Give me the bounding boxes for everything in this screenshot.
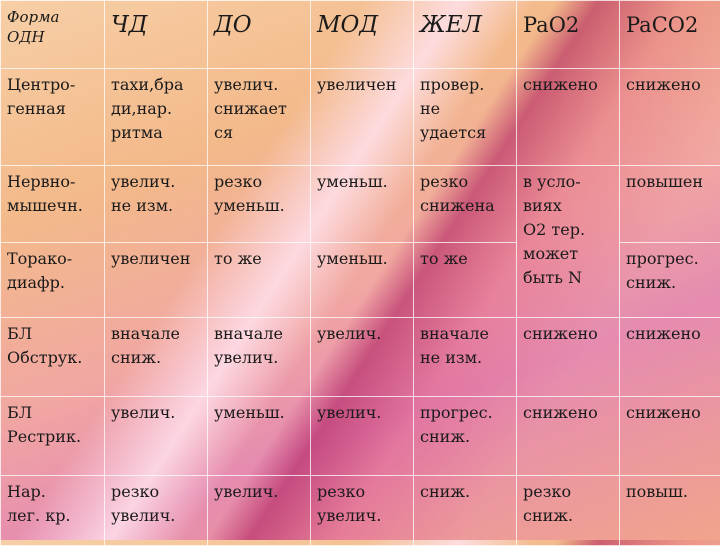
table-cell: резко уменьш. [208,166,311,243]
table-cell: увеличен [311,69,414,166]
table-cell: повышен [620,166,720,243]
table-cell: увелич. не изм. [105,166,208,243]
table-cell: увелич. [208,476,311,546]
table-cell: тахи,бра ди,нар. ритма [105,69,208,166]
header-paco2: PaCO2 [620,1,720,69]
table-cell: резко увелич. [105,476,208,546]
header-do: ДО [208,1,311,69]
table-cell: то же [414,243,517,318]
table-cell: то же [208,243,311,318]
table-cell: вначале сниж. [105,318,208,397]
table-cell: уменьш. [311,243,414,318]
row-label-cell: Центро- генная [1,69,105,166]
table-row: Центро- генная тахи,бра ди,нар. ритма ув… [1,69,720,166]
table-cell: увеличен [105,243,208,318]
header-odn-form: Форма ОДН [1,1,105,69]
table-cell: резко сниж. [517,476,620,546]
row-label-cell: Нервно- мышечн. [1,166,105,243]
table-cell: вначале увелич. [208,318,311,397]
table-cell: прогрес. сниж. [620,243,720,318]
table-cell: уменьш. [311,166,414,243]
table-cell: резко снижена [414,166,517,243]
table-cell-merged: в усло- виях O2 тер. может быть N [517,166,620,318]
table-cell: снижено [620,69,720,166]
header-row: Форма ОДН ЧД ДО МОД ЖЕЛ PaO2 PaCO2 [1,1,720,69]
table-row: БЛ Рестрик. увелич. уменьш. увелич. прог… [1,397,720,476]
table-cell: провер. не удается [414,69,517,166]
table-cell: увелич. [311,318,414,397]
row-label-cell: Торако- диафр. [1,243,105,318]
header-pao2: PaO2 [517,1,620,69]
table-cell: увелич. [311,397,414,476]
header-mod: МОД [311,1,414,69]
table-row: БЛ Обструк. вначале сниж. вначале увелич… [1,318,720,397]
row-label-cell: Нар. лег. кр. [1,476,105,546]
table-cell: увелич. [105,397,208,476]
table-cell: уменьш. [208,397,311,476]
table-cell: повыш. [620,476,720,546]
table-cell: снижено [517,397,620,476]
table-cell: резко увелич. [311,476,414,546]
table-cell: вначале не изм. [414,318,517,397]
table-row: Нар. лег. кр. резко увелич. увелич. резк… [1,476,720,546]
row-label-cell: БЛ Обструк. [1,318,105,397]
table-row: Нервно- мышечн. увелич. не изм. резко ум… [1,166,720,243]
table-cell: снижено [517,318,620,397]
table-cell: увелич. снижает ся [208,69,311,166]
table-cell: снижено [517,69,620,166]
table-cell: снижено [620,318,720,397]
table-cell: сниж. [414,476,517,546]
row-label-cell: БЛ Рестрик. [1,397,105,476]
table-cell: снижено [620,397,720,476]
table-cell: прогрес. сниж. [414,397,517,476]
header-zhel: ЖЕЛ [414,1,517,69]
header-chd: ЧД [105,1,208,69]
